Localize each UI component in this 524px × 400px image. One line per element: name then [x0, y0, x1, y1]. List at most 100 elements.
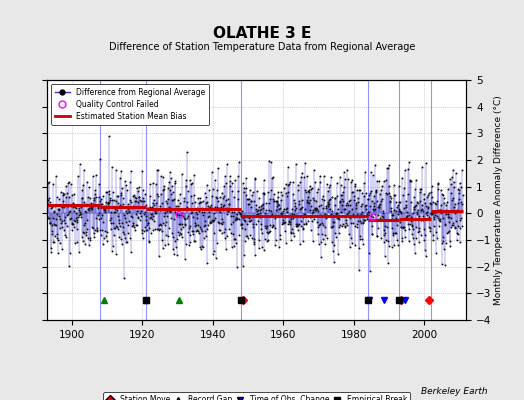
Point — [317, 254, 325, 260]
Point — [421, 253, 430, 260]
Point — [230, 194, 238, 200]
Point — [183, 204, 191, 210]
Point — [449, 222, 457, 229]
Point — [205, 213, 213, 220]
Point — [226, 178, 235, 185]
Point — [394, 210, 402, 217]
Point — [416, 198, 424, 204]
Point — [107, 215, 115, 221]
Point — [195, 195, 204, 202]
Point — [351, 223, 359, 229]
Point — [50, 239, 58, 245]
Point — [209, 218, 217, 225]
Point — [247, 235, 256, 242]
Point — [244, 196, 253, 202]
Point — [377, 235, 385, 241]
Point — [154, 166, 162, 173]
Point — [81, 209, 90, 215]
Point — [49, 181, 57, 187]
Point — [60, 204, 68, 210]
Point — [199, 197, 207, 204]
Point — [334, 224, 343, 230]
Point — [430, 222, 438, 229]
Point — [351, 181, 359, 187]
Point — [54, 206, 63, 212]
Point — [235, 209, 244, 215]
Point — [409, 210, 417, 216]
Point — [369, 206, 377, 212]
Point — [122, 208, 130, 214]
Point — [348, 219, 357, 226]
Point — [234, 188, 243, 194]
Point — [181, 222, 189, 228]
Point — [261, 200, 270, 206]
Point — [77, 211, 85, 217]
Point — [210, 230, 218, 237]
Point — [293, 186, 302, 193]
Point — [335, 216, 343, 222]
Point — [100, 207, 108, 213]
Point — [365, 250, 374, 256]
Point — [67, 214, 75, 221]
Point — [156, 221, 164, 227]
Point — [400, 227, 409, 233]
Point — [43, 213, 52, 219]
Point — [193, 228, 202, 235]
Point — [418, 164, 426, 170]
Point — [410, 241, 418, 248]
Point — [84, 184, 93, 190]
Point — [344, 202, 352, 208]
Point — [190, 172, 199, 178]
Point — [286, 216, 294, 222]
Point — [161, 209, 170, 216]
Point — [313, 206, 321, 213]
Point — [139, 187, 147, 193]
Point — [356, 236, 364, 242]
Point — [88, 203, 96, 210]
Point — [259, 201, 267, 207]
Point — [376, 201, 384, 208]
Point — [125, 197, 134, 203]
Point — [450, 179, 458, 185]
Point — [400, 204, 409, 211]
Point — [458, 223, 466, 230]
Point — [243, 221, 252, 227]
Point — [302, 221, 310, 227]
Point — [387, 208, 396, 214]
Point — [107, 208, 116, 215]
Point — [436, 207, 445, 213]
Point — [239, 263, 247, 270]
Point — [201, 218, 209, 224]
Point — [268, 211, 276, 217]
Point — [205, 187, 213, 193]
Point — [46, 220, 54, 226]
Point — [54, 249, 62, 256]
Point — [312, 198, 320, 204]
Point — [334, 215, 343, 222]
Point — [217, 204, 225, 210]
Point — [283, 192, 291, 199]
Point — [170, 216, 178, 222]
Point — [125, 209, 133, 215]
Point — [454, 186, 463, 193]
Point — [249, 241, 258, 248]
Point — [196, 223, 204, 230]
Point — [438, 191, 446, 198]
Point — [162, 198, 170, 204]
Point — [105, 188, 113, 194]
Point — [169, 189, 177, 195]
Point — [429, 199, 437, 205]
Point — [122, 219, 130, 225]
Point — [407, 218, 416, 224]
Point — [195, 244, 204, 250]
Point — [187, 210, 195, 217]
Point — [266, 208, 275, 214]
Point — [124, 230, 132, 236]
Point — [238, 215, 247, 222]
Point — [170, 180, 179, 186]
Point — [83, 226, 91, 232]
Point — [132, 198, 140, 204]
Point — [195, 208, 203, 214]
Point — [318, 220, 326, 226]
Point — [180, 195, 189, 201]
